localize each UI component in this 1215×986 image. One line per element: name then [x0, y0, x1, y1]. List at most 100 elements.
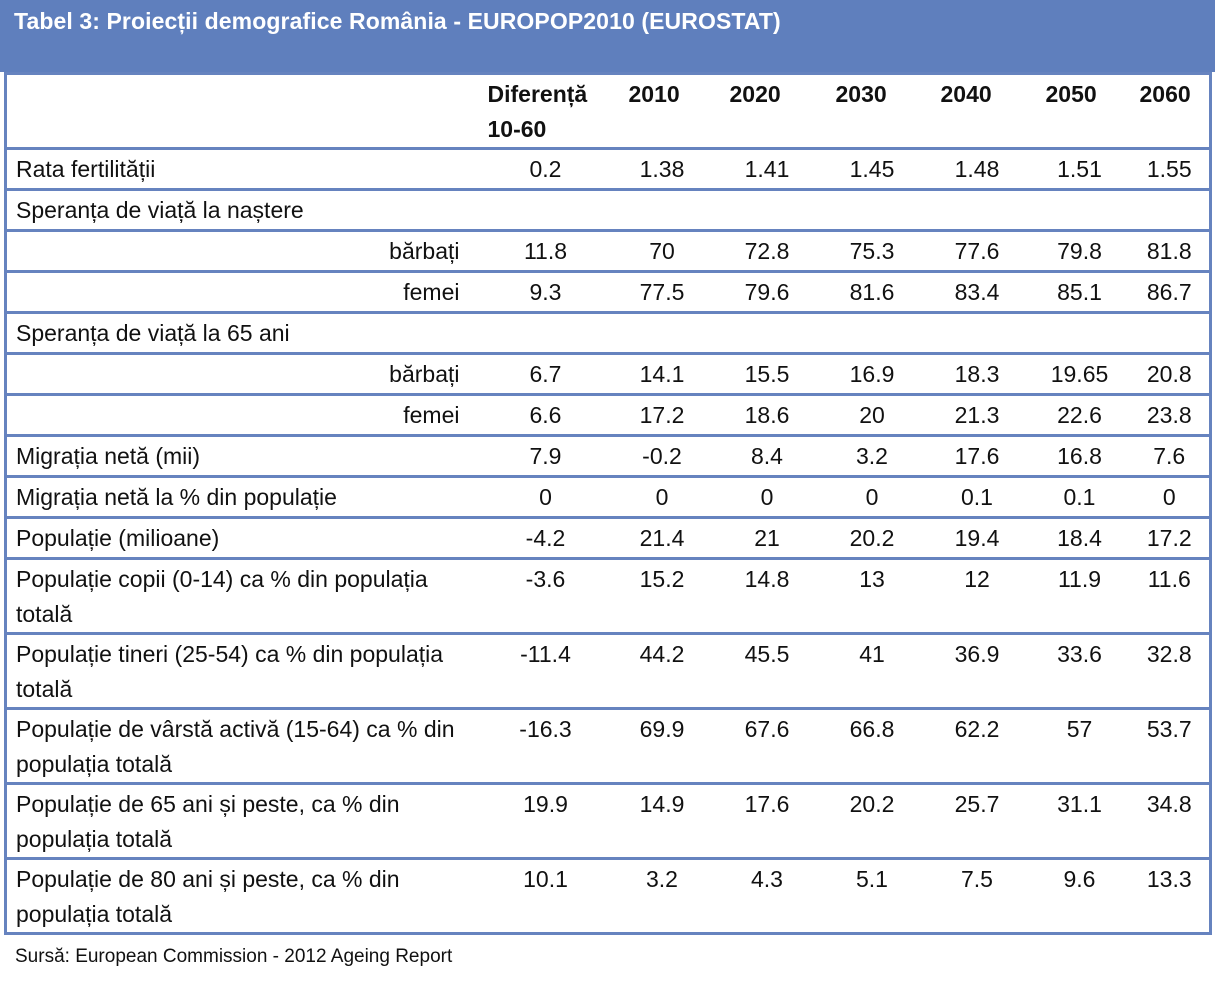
cell-value: 86.7: [1129, 270, 1212, 314]
cell-value: -11.4: [481, 632, 610, 710]
cell-value: 7.6: [1129, 434, 1212, 478]
cell-value: 53.7: [1129, 707, 1212, 785]
row-label: Speranța de viață la naștere: [4, 188, 1212, 232]
cell-value: 41: [819, 632, 925, 710]
table-row: bărbați 6.7 14.1 15.5 16.9 18.3 19.65 20.8: [4, 352, 1212, 396]
table-row: Speranța de viață la 65 ani: [4, 311, 1212, 355]
row-label: Migrația netă la % din populație: [4, 475, 482, 519]
cell-value: 1.41: [714, 147, 820, 191]
cell-value: 0: [481, 475, 610, 519]
cell-value: 6.7: [481, 352, 610, 396]
table-row: Populație de 80 ani și peste, ca % din p…: [4, 857, 1212, 935]
cell-value: 11.6: [1129, 557, 1212, 635]
table-row: Populație copii (0-14) ca % din populați…: [4, 557, 1212, 635]
cell-value: 79.6: [714, 270, 820, 314]
cell-value: 20: [819, 393, 925, 437]
cell-value: 70: [609, 229, 715, 273]
cell-value: 3.2: [609, 857, 715, 935]
cell-value: 14.1: [609, 352, 715, 396]
cell-value: 31.1: [1029, 782, 1130, 860]
cell-value: 77.5: [609, 270, 715, 314]
header-2060: 2060: [1129, 72, 1212, 150]
cell-value: 11.9: [1029, 557, 1130, 635]
row-label: bărbați: [4, 352, 482, 396]
row-label: Populație de vârstă activă (15-64) ca % …: [4, 707, 482, 785]
cell-value: 21.3: [924, 393, 1030, 437]
header-2010: 2010: [609, 72, 715, 150]
cell-value: 0.1: [1029, 475, 1130, 519]
table-row: Populație (milioane) -4.2 21.4 21 20.2 19.4 18…: [4, 516, 1212, 560]
table-row: femei 6.6 17.2 18.6 20 21.3 22.6 23.8: [4, 393, 1212, 437]
cell-value: 21: [714, 516, 820, 560]
cell-value: 23.8: [1129, 393, 1212, 437]
demographic-table: Diferență 10-60 2010 2020 2030 2040 2050 …: [4, 72, 1212, 935]
table-row: Migrația netă la % din populație 0 0 0 0 0.1 0…: [4, 475, 1212, 519]
source-note: Sursă: European Commission - 2012 Ageing…: [15, 946, 453, 967]
cell-value: -16.3: [481, 707, 610, 785]
header-2050: 2050: [1029, 72, 1130, 150]
cell-value: -4.2: [481, 516, 610, 560]
cell-value: 20.2: [819, 782, 925, 860]
row-label: bărbați: [4, 229, 482, 273]
cell-value: 15.5: [714, 352, 820, 396]
table-row: bărbați 11.8 70 72.8 75.3 77.6 79.8 81.8: [4, 229, 1212, 273]
cell-value: 1.38: [609, 147, 715, 191]
cell-value: 14.8: [714, 557, 820, 635]
cell-value: 20.8: [1129, 352, 1212, 396]
row-label: Populație copii (0-14) ca % din populați…: [4, 557, 482, 635]
cell-value: -3.6: [481, 557, 610, 635]
cell-value: 3.2: [819, 434, 925, 478]
cell-value: 44.2: [609, 632, 715, 710]
cell-value: 18.4: [1029, 516, 1130, 560]
cell-value: 7.9: [481, 434, 610, 478]
header-2020: 2020: [714, 72, 820, 150]
cell-value: 1.45: [819, 147, 925, 191]
cell-value: 81.8: [1129, 229, 1212, 273]
cell-value: 16.8: [1029, 434, 1130, 478]
title-band: Tabel 3: Proiecții demografice România -…: [0, 0, 1215, 72]
header-2040: 2040: [924, 72, 1030, 150]
cell-value: 66.8: [819, 707, 925, 785]
table-row: Speranța de viață la naștere: [4, 188, 1212, 232]
cell-value: 67.6: [714, 707, 820, 785]
cell-value: 57: [1029, 707, 1130, 785]
row-label: Populație de 65 ani și peste, ca % din p…: [4, 782, 482, 860]
cell-value: 8.4: [714, 434, 820, 478]
cell-value: 77.6: [924, 229, 1030, 273]
cell-value: 1.48: [924, 147, 1030, 191]
cell-value: 14.9: [609, 782, 715, 860]
cell-value: 0: [714, 475, 820, 519]
cell-value: 83.4: [924, 270, 1030, 314]
cell-value: 7.5: [924, 857, 1030, 935]
header-diff: Diferență 10-60: [481, 72, 610, 150]
row-label: Migrația netă (mii): [4, 434, 482, 478]
cell-value: 75.3: [819, 229, 925, 273]
cell-value: 0: [819, 475, 925, 519]
cell-value: 45.5: [714, 632, 820, 710]
row-label: Rata fertilității: [4, 147, 482, 191]
cell-value: 20.2: [819, 516, 925, 560]
cell-value: 25.7: [924, 782, 1030, 860]
cell-value: 0.1: [924, 475, 1030, 519]
cell-value: 16.9: [819, 352, 925, 396]
header-2030: 2030: [819, 72, 925, 150]
cell-value: 4.3: [714, 857, 820, 935]
cell-value: 9.3: [481, 270, 610, 314]
cell-value: 0: [609, 475, 715, 519]
cell-value: 12: [924, 557, 1030, 635]
row-label: Populație (milioane): [4, 516, 482, 560]
cell-value: 36.9: [924, 632, 1030, 710]
cell-value: 85.1: [1029, 270, 1130, 314]
cell-value: 6.6: [481, 393, 610, 437]
cell-value: 32.8: [1129, 632, 1212, 710]
header-empty: [4, 72, 482, 150]
table-row: Migrația netă (mii) 7.9 -0.2 8.4 3.2 17.6 16.8…: [4, 434, 1212, 478]
cell-value: 19.4: [924, 516, 1030, 560]
cell-value: 17.6: [714, 782, 820, 860]
cell-value: 1.55: [1129, 147, 1212, 191]
cell-value: 22.6: [1029, 393, 1130, 437]
cell-value: 15.2: [609, 557, 715, 635]
cell-value: 0: [1129, 475, 1212, 519]
cell-value: 72.8: [714, 229, 820, 273]
cell-value: -0.2: [609, 434, 715, 478]
